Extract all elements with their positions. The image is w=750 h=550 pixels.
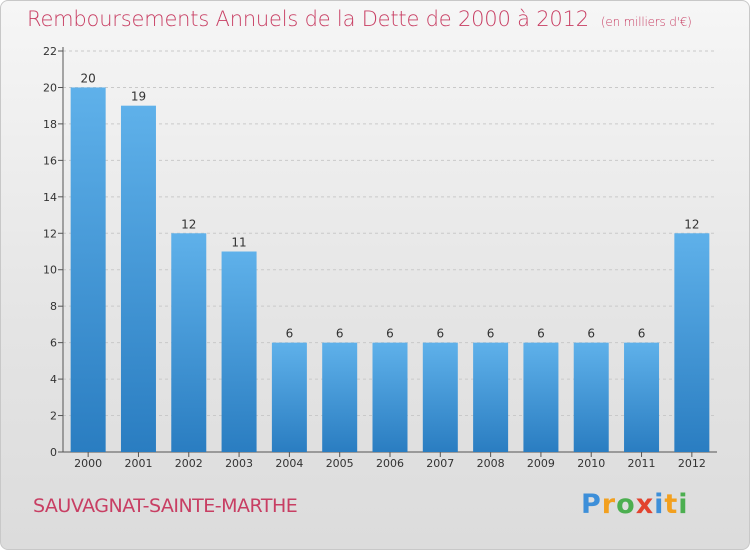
x-tick-label: 2012 <box>678 457 706 470</box>
chart-title-text: Remboursements Annuels de la Dette de 20… <box>27 7 589 31</box>
x-tick-label: 2003 <box>225 457 253 470</box>
bar <box>70 87 106 453</box>
logo-letter: P <box>581 489 602 520</box>
x-tick-label: 2007 <box>426 457 454 470</box>
x-tick-label: 2005 <box>326 457 354 470</box>
logo-letter: o <box>616 489 636 520</box>
bar <box>322 342 358 452</box>
bar <box>624 342 660 452</box>
logo-letter: i <box>678 489 689 520</box>
data-label: 6 <box>537 327 545 341</box>
x-tick-label: 2010 <box>577 457 605 470</box>
logo-letter: x <box>635 489 655 520</box>
y-tick-label: 18 <box>43 118 57 131</box>
data-label: 6 <box>286 327 294 341</box>
y-tick-label: 16 <box>43 154 57 167</box>
x-tick-label: 2011 <box>628 457 656 470</box>
data-label: 6 <box>587 327 595 341</box>
data-label: 6 <box>386 327 394 341</box>
y-tick-label: 22 <box>43 45 57 58</box>
x-tick-label: 2006 <box>376 457 404 470</box>
bar <box>473 342 509 452</box>
chart-unit: (en milliers d'€) <box>600 15 692 29</box>
data-label: 19 <box>131 90 146 104</box>
x-tick-label: 2004 <box>275 457 303 470</box>
y-tick-label: 6 <box>50 337 57 350</box>
x-tick-label: 2009 <box>527 457 555 470</box>
y-tick-label: 8 <box>50 300 57 313</box>
x-tick-label: 2002 <box>175 457 203 470</box>
y-tick-label: 20 <box>43 81 57 94</box>
y-tick-label: 12 <box>43 227 57 240</box>
x-tick-label: 2008 <box>477 457 505 470</box>
y-tick-label: 2 <box>50 410 57 423</box>
y-tick-label: 10 <box>43 264 57 277</box>
bar <box>674 233 710 452</box>
logo-letter: t <box>664 489 679 520</box>
y-tick-label: 14 <box>43 191 57 204</box>
data-label: 20 <box>81 71 96 85</box>
logo-letter: i <box>654 489 665 520</box>
bar <box>422 342 458 452</box>
data-label: 11 <box>231 236 246 250</box>
y-tick-label: 4 <box>50 373 57 386</box>
x-tick-label: 2001 <box>124 457 152 470</box>
data-label: 12 <box>684 217 699 231</box>
proxiti-logo: Proxiti <box>581 489 689 520</box>
logo-letter: r <box>601 489 617 520</box>
bar <box>171 233 207 452</box>
bar <box>221 251 257 452</box>
bar <box>523 342 559 452</box>
bar <box>271 342 307 452</box>
chart-title: Remboursements Annuels de la Dette de 20… <box>27 7 692 31</box>
data-label: 12 <box>181 217 196 231</box>
data-label: 6 <box>436 327 444 341</box>
bar <box>120 105 156 452</box>
data-label: 6 <box>336 327 344 341</box>
data-label: 6 <box>638 327 646 341</box>
x-tick-label: 2000 <box>74 457 102 470</box>
y-tick-label: 0 <box>50 446 57 459</box>
data-label: 6 <box>487 327 495 341</box>
bar <box>372 342 408 452</box>
bar <box>573 342 609 452</box>
commune-name: SAUVAGNAT-SAINTE-MARTHE <box>33 495 298 517</box>
